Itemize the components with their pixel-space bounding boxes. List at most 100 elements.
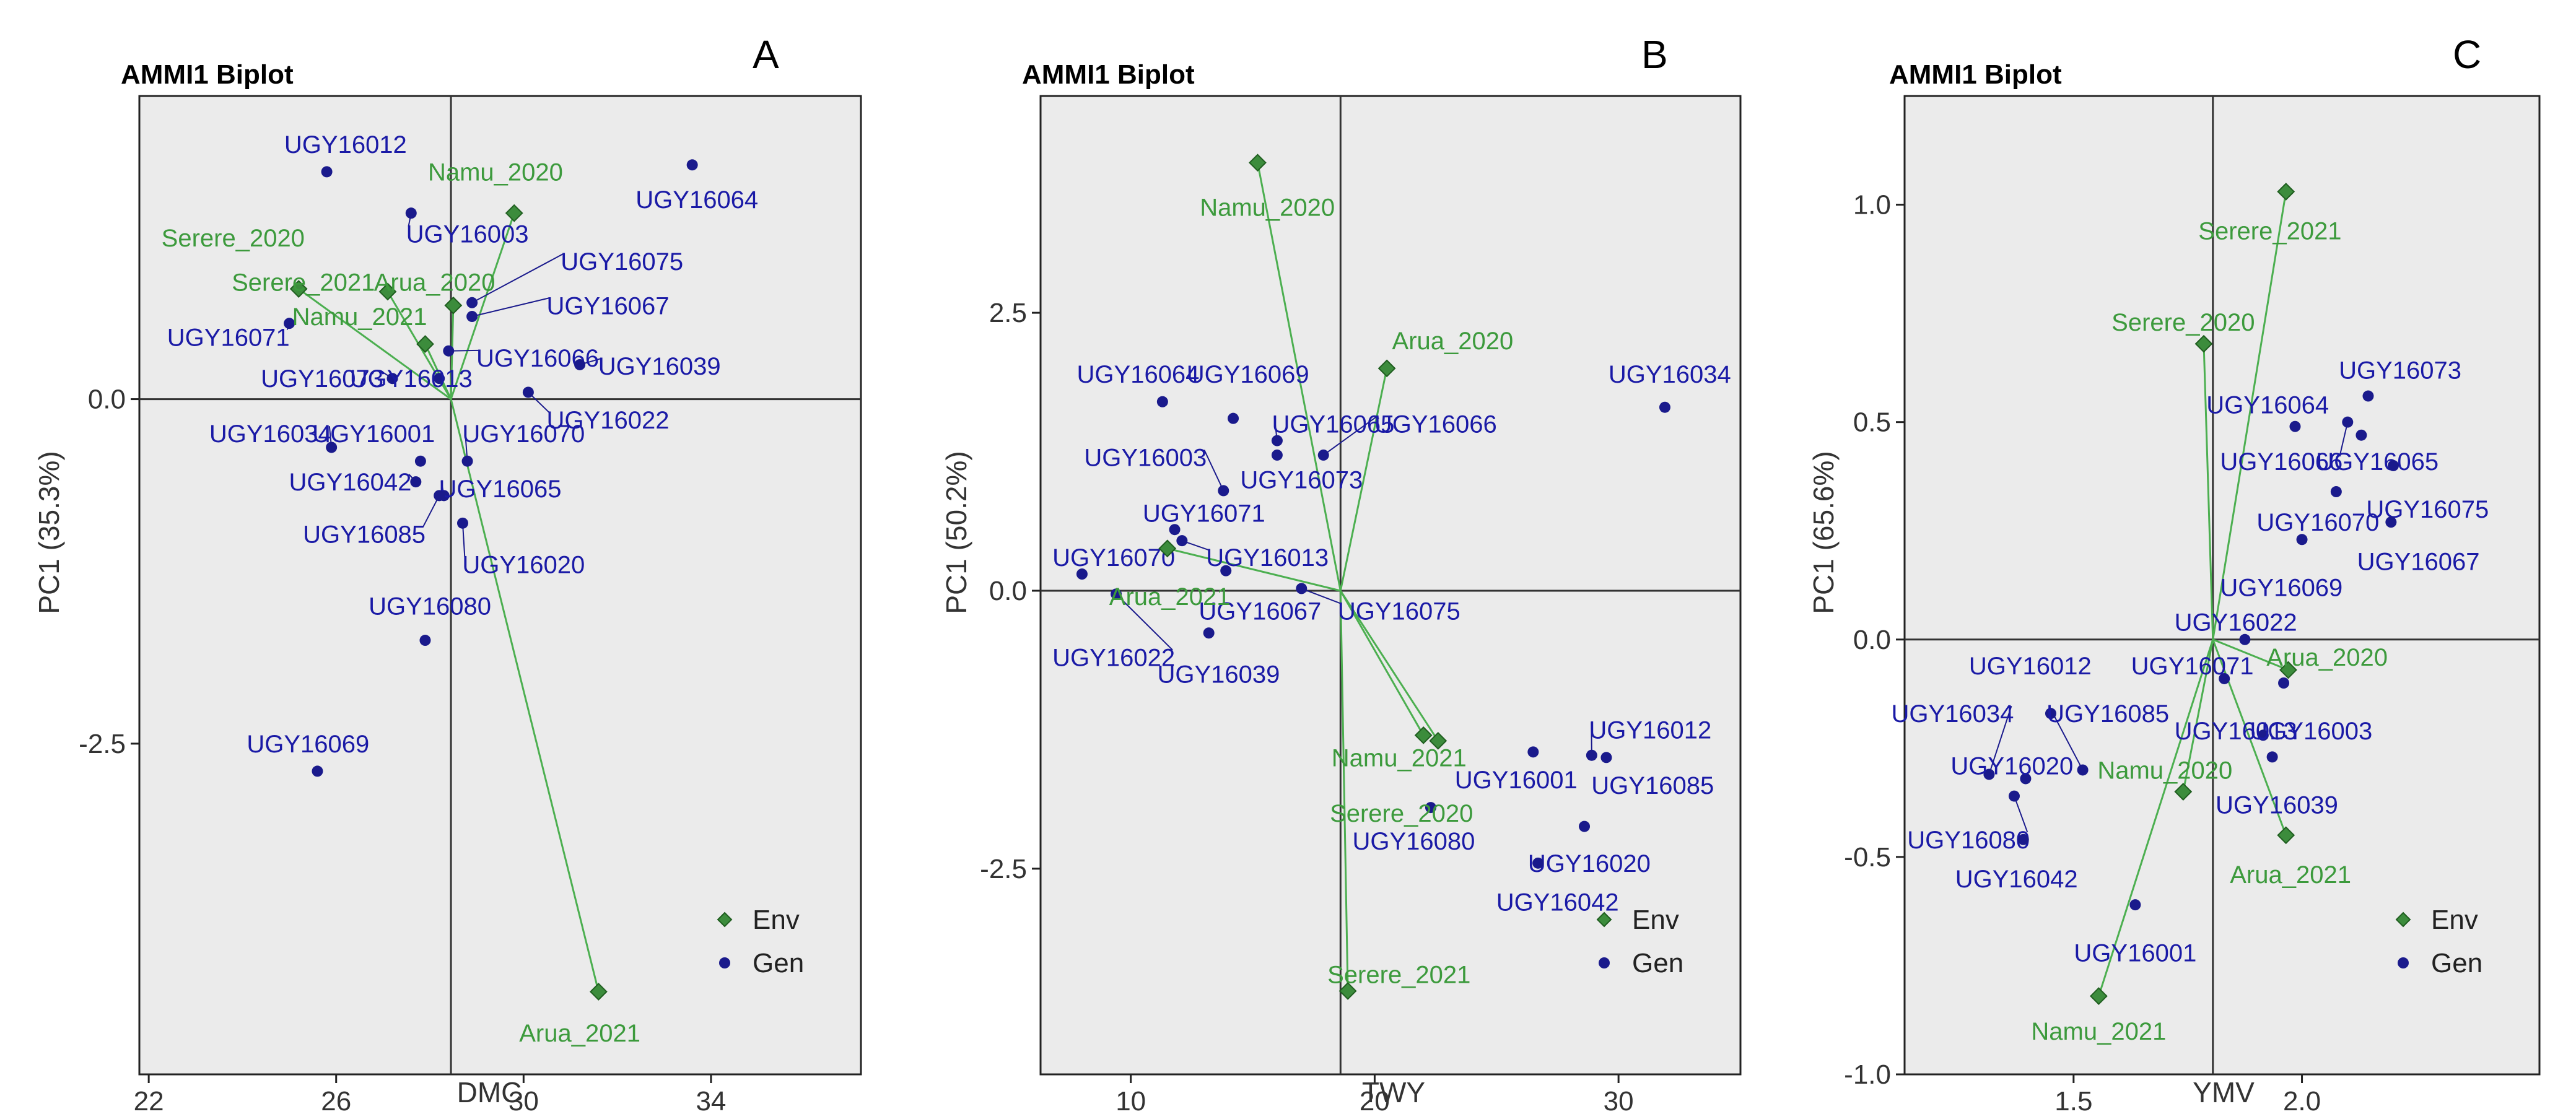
genotype-label: UGY16022 xyxy=(547,407,670,434)
genotype-label: UGY16067 xyxy=(1198,598,1321,625)
genotype-point xyxy=(466,297,478,308)
label-leader xyxy=(1116,593,1173,651)
genotype-label: UGY16065 xyxy=(2316,448,2438,476)
genotype-point xyxy=(2129,899,2141,911)
env-vector xyxy=(1339,590,1425,736)
environment-point xyxy=(1338,981,1357,1000)
genotype-label: UGY16070 xyxy=(2256,509,2379,536)
genotype-label: UGY16034 xyxy=(209,420,332,448)
env-vector xyxy=(2212,638,2289,671)
environment-label: Serere_2020 xyxy=(162,225,305,252)
legend: Env Gen xyxy=(717,905,804,978)
y-tick-label: -0.5 xyxy=(1844,842,1891,872)
genotype-point xyxy=(1296,583,1308,594)
y-axis-label: PC1 (35.3%) xyxy=(33,451,65,614)
genotype-point xyxy=(321,166,333,178)
genotype-point xyxy=(284,318,295,329)
legend-gen-label: Gen xyxy=(2431,948,2482,978)
genotype-label: UGY16080 xyxy=(1352,828,1475,855)
genotype-label: UGY16085 xyxy=(303,521,426,549)
y-tick-label: 0.0 xyxy=(88,385,126,415)
x-axis-label: DMC xyxy=(457,1076,522,1108)
label-leader xyxy=(471,253,564,303)
environment-label: Arua_2020 xyxy=(2266,644,2388,671)
genotype-label: UGY16001 xyxy=(1455,767,1578,794)
env-vector xyxy=(1167,547,1341,592)
genotype-label: UGY16073 xyxy=(261,365,383,393)
genotype-point xyxy=(686,159,698,171)
environment-label: Namu_2021 xyxy=(2031,1018,2166,1045)
y-tick-label: -1.0 xyxy=(1844,1060,1891,1090)
legend-gen-marker xyxy=(1599,957,1610,968)
genotype-point xyxy=(2045,708,2056,720)
genotype-label: UGY16039 xyxy=(1157,661,1280,689)
genotype-label: UGY16013 xyxy=(2175,718,2297,745)
genotype-label: UGY16034 xyxy=(1609,361,1731,388)
genotype-label: UGY16069 xyxy=(2220,575,2342,602)
genotype-point xyxy=(466,311,478,323)
genotype-label: UGY16075 xyxy=(2366,496,2489,523)
environment-label: Arua_2021 xyxy=(2230,861,2351,889)
genotype-point xyxy=(2388,459,2399,471)
genotype-point xyxy=(2077,764,2089,776)
genotype-label: UGY16085 xyxy=(1591,772,1714,799)
environment-label: Namu_2020 xyxy=(2097,757,2232,784)
genotype-point xyxy=(2257,729,2269,741)
genotype-point xyxy=(1425,802,1436,814)
genotype-label: UGY16080 xyxy=(1907,827,2030,854)
label-leader xyxy=(1323,416,1378,456)
genotype-label: UGY16001 xyxy=(2074,939,2196,967)
genotype-label: UGY16067 xyxy=(547,292,670,320)
env-vector xyxy=(298,288,452,400)
genotype-point xyxy=(1176,535,1188,547)
genotype-point xyxy=(1527,746,1539,758)
y-tick-label: 0.0 xyxy=(989,576,1027,606)
panel-letter: A xyxy=(753,32,779,77)
environment-point xyxy=(289,280,308,298)
env-vector xyxy=(450,399,600,992)
x-tick-label: 20 xyxy=(1360,1086,1390,1114)
environment-label: Namu_2020 xyxy=(428,159,563,186)
genotype-label: UGY16071 xyxy=(167,324,290,351)
genotype-label: UGY16039 xyxy=(598,353,721,380)
environment-point xyxy=(2277,826,2295,845)
x-tick-label: 1.5 xyxy=(2054,1086,2092,1114)
legend-env-label: Env xyxy=(2431,905,2478,935)
panel-letter: C xyxy=(2453,32,2481,77)
genotype-label: UGY16065 xyxy=(439,476,562,503)
legend-env-marker xyxy=(1596,912,1612,928)
chart-title: AMMI1 Biplot xyxy=(121,59,294,90)
chart-panel-a: AMMI1 Biplot A UGY16012 UGY16064 UGY16003 UGY… xyxy=(33,32,862,1114)
environment-point xyxy=(2279,661,2297,679)
x-tick-label: 26 xyxy=(321,1086,351,1114)
env-vector xyxy=(1339,590,1349,991)
environment-point xyxy=(416,335,434,353)
env-vector xyxy=(2212,191,2287,640)
label-leader xyxy=(1301,588,1341,604)
y-axis-label: PC1 (65.6%) xyxy=(1807,451,1840,614)
y-tick-label: -2.5 xyxy=(980,854,1027,884)
genotype-label: UGY16034 xyxy=(1891,700,2014,728)
y-tick-label: 1.0 xyxy=(1853,190,1891,220)
environment-label: Namu_2021 xyxy=(292,303,427,331)
label-leader xyxy=(1203,450,1225,491)
genotype-point xyxy=(1220,565,1232,577)
genotype-point xyxy=(522,386,534,398)
env-vector xyxy=(1340,590,1439,742)
genotype-label: UGY16069 xyxy=(1187,361,1309,388)
x-axis-label: YMV xyxy=(2193,1076,2255,1108)
env-vector xyxy=(2212,639,2287,836)
y-tick-label: 0.0 xyxy=(1853,625,1891,655)
label-leader xyxy=(471,297,549,318)
genotype-label: UGY16020 xyxy=(1950,752,2073,780)
genotype-point xyxy=(2385,516,2397,528)
genotype-label: UGY16003 xyxy=(1084,445,1207,472)
y-tick-label: 0.5 xyxy=(1853,407,1891,438)
env-vector xyxy=(424,343,452,400)
label-leader xyxy=(461,523,466,557)
genotype-point xyxy=(2017,833,2029,845)
legend-gen-label: Gen xyxy=(1632,948,1683,978)
genotype-label: UGY16022 xyxy=(2175,609,2297,637)
x-tick-label: 10 xyxy=(1116,1086,1146,1114)
genotype-label: UGY16064 xyxy=(2206,392,2329,419)
